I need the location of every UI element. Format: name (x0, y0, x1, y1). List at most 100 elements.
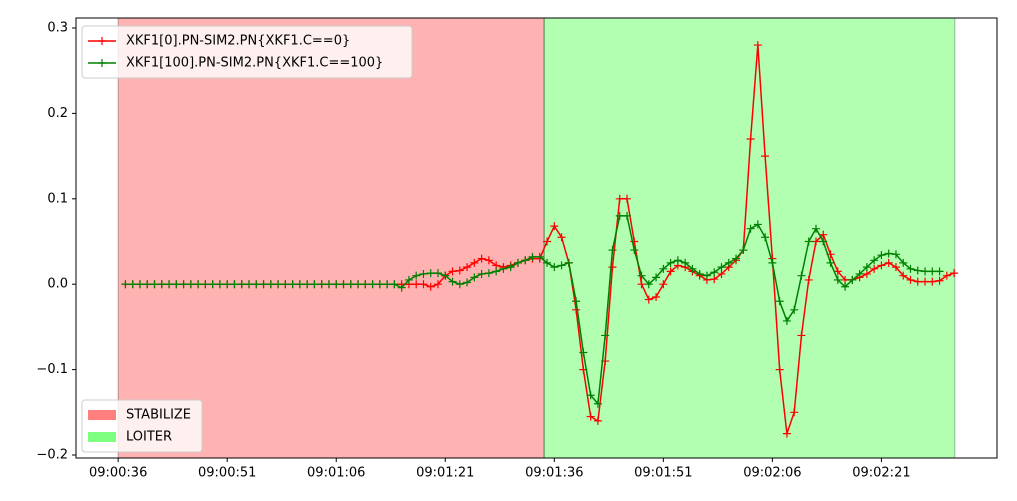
marker (448, 267, 457, 276)
marker (637, 271, 646, 280)
marker (848, 275, 857, 284)
marker (724, 258, 733, 267)
marker (157, 280, 166, 289)
marker (833, 267, 842, 276)
marker (717, 263, 726, 272)
marker (782, 429, 791, 438)
marker (295, 280, 304, 289)
marker (477, 254, 486, 263)
marker (935, 276, 944, 285)
legend-label: XKF1[0].PN-SIM2.PN{XKF1.C==0} (126, 34, 350, 49)
marker (470, 258, 479, 267)
marker (630, 246, 639, 255)
marker (506, 263, 515, 272)
marker (266, 280, 275, 289)
x-tick-label: 09:00:51 (198, 466, 256, 481)
marker (870, 256, 879, 265)
marker (165, 280, 174, 289)
marker (332, 280, 341, 289)
marker (623, 211, 632, 220)
marker (375, 280, 384, 289)
x-tick-label: 09:00:36 (89, 466, 147, 481)
marker (223, 280, 232, 289)
marker (913, 266, 922, 275)
x-tick-label: 09:01:06 (307, 466, 365, 481)
marker (245, 280, 254, 289)
marker (899, 271, 908, 280)
region-legend: STABILIZE LOITER (81, 399, 203, 453)
legend-label: XKF1[100].PN-SIM2.PN{XKF1.C==100} (126, 56, 383, 71)
marker (768, 258, 777, 267)
y-tick-label: 0.2 (47, 106, 68, 121)
marker (906, 275, 915, 284)
marker (528, 252, 537, 261)
marker (608, 263, 617, 272)
marker (470, 273, 479, 282)
legend-marker (98, 37, 106, 45)
marker (615, 211, 624, 220)
marker (891, 263, 900, 272)
marker (775, 365, 784, 374)
marker (819, 230, 828, 239)
marker (434, 269, 443, 278)
x-tick-label: 09:02:06 (743, 466, 801, 481)
marker (397, 283, 406, 292)
marker (484, 256, 493, 265)
marker (666, 267, 675, 276)
marker (317, 280, 326, 289)
marker (550, 263, 559, 272)
marker (492, 267, 501, 276)
marker (310, 280, 319, 289)
marker (652, 273, 661, 282)
marker (637, 280, 646, 289)
marker (135, 280, 144, 289)
marker (593, 416, 602, 425)
marker (230, 280, 239, 289)
marker (426, 282, 435, 291)
marker (252, 280, 261, 289)
marker (841, 275, 850, 284)
marker (804, 275, 813, 284)
marker (368, 280, 377, 289)
marker (921, 277, 930, 286)
legend-marker (98, 59, 106, 67)
marker (572, 297, 581, 306)
marker (390, 280, 399, 289)
marker (201, 280, 210, 289)
marker (608, 246, 617, 255)
legend-box (81, 25, 413, 79)
marker (775, 297, 784, 306)
marker (383, 280, 392, 289)
marker (259, 280, 268, 289)
marker (128, 280, 137, 289)
marker (288, 280, 297, 289)
marker (426, 269, 435, 278)
marker (143, 280, 152, 289)
marker (710, 275, 719, 284)
marker (899, 258, 908, 267)
marker (237, 280, 246, 289)
marker (586, 412, 595, 421)
marker (790, 305, 799, 314)
marker (324, 280, 333, 289)
marker (404, 275, 413, 284)
marker (274, 280, 283, 289)
marker (659, 280, 668, 289)
marker (557, 261, 566, 270)
marker (434, 280, 443, 289)
marker (194, 280, 203, 289)
marker (121, 280, 130, 289)
marker (710, 268, 719, 277)
marker (870, 264, 879, 273)
marker (419, 269, 428, 278)
marker (739, 246, 748, 255)
marker (557, 233, 566, 242)
marker (819, 237, 828, 246)
y-tick-label: −0.2 (36, 448, 68, 463)
marker (797, 271, 806, 280)
marker (884, 249, 893, 258)
marker (463, 278, 472, 287)
marker (884, 258, 893, 267)
legend-label: LOITER (126, 430, 172, 445)
